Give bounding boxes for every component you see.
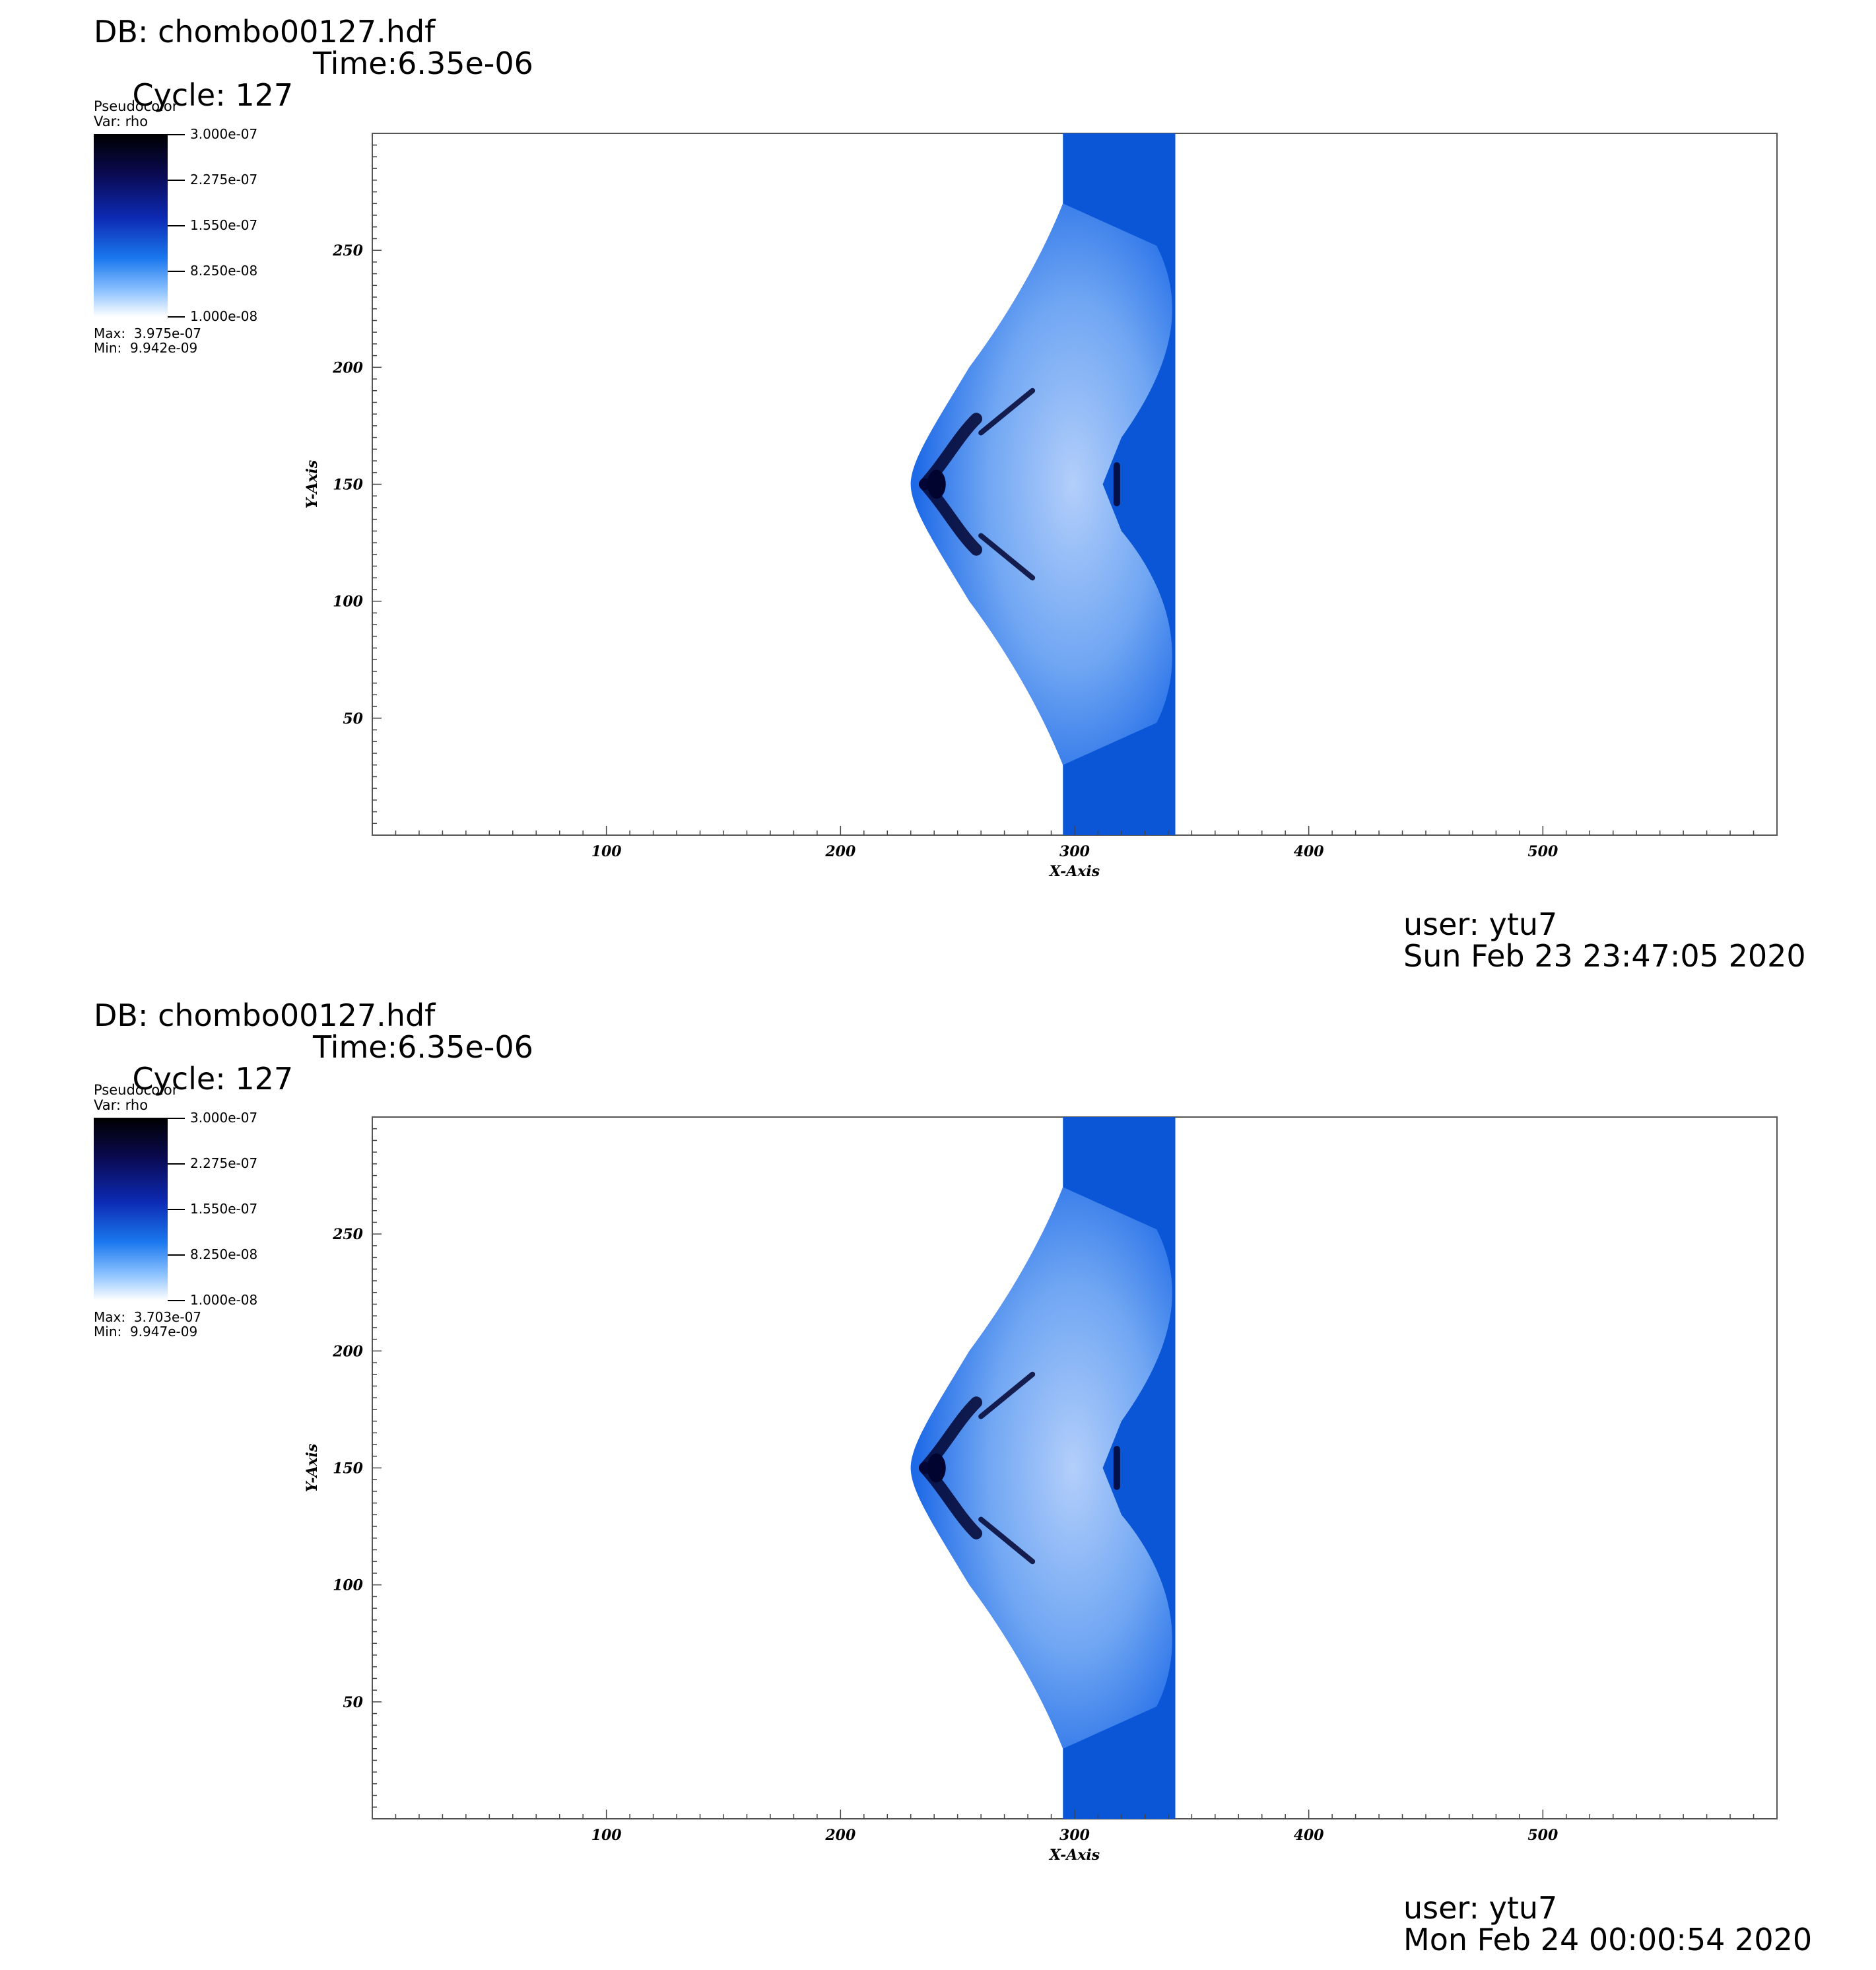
colorbar-tick [168, 1254, 185, 1256]
legend-variable: Var: rho [94, 114, 149, 129]
cycle-label: Cycle: 127 [132, 77, 294, 113]
plot-panel-bottom: DB: chombo00127.hdf Cycle: 127 Time:6.35… [0, 984, 1876, 1967]
dense-filament [978, 388, 1036, 436]
y-tick-label: 50 [343, 710, 363, 728]
y-tick-label: 250 [332, 1226, 364, 1243]
x-tick-label: 300 [1059, 1827, 1090, 1844]
cycle-time-line: Cycle: 127 Time:6.35e-06 [94, 48, 533, 174]
time-label: Time:6.35e-06 [313, 46, 533, 81]
y-tick-label: 200 [332, 359, 364, 376]
legend-title: Pseudocolor [94, 1082, 178, 1098]
y-tick-label: 200 [332, 1343, 364, 1360]
dense-filament [978, 1516, 1036, 1565]
dense-filament [978, 1371, 1036, 1419]
colorbar-tick [168, 134, 185, 135]
x-tick-label: 300 [1059, 843, 1090, 860]
colorbar-label: 8.250e-08 [190, 263, 258, 279]
x-tick-label: 100 [591, 843, 622, 860]
colorbar-tick [168, 316, 185, 318]
x-tick-label: 200 [824, 843, 856, 860]
y-tick-label: 100 [333, 594, 364, 611]
dense-core [927, 1453, 946, 1483]
date-label: Sun Feb 23 23:47:05 2020 [1403, 938, 1806, 974]
colorbar-tick [168, 1118, 185, 1119]
colorbar [94, 1118, 168, 1301]
colorbar-label: 1.550e-07 [190, 217, 258, 233]
colorbar-label: 2.275e-07 [190, 1155, 258, 1171]
y-tick-label: 100 [333, 1577, 364, 1594]
database-label: DB: chombo00127.hdf [94, 998, 436, 1033]
rarefied-core [910, 1187, 1172, 1749]
cycle-label: Cycle: 127 [132, 1061, 294, 1097]
database-label: DB: chombo00127.hdf [94, 14, 436, 50]
x-tick-label: 400 [1294, 1827, 1325, 1844]
x-axis-title: X-Axis [1048, 1847, 1100, 1864]
colorbar-tick [168, 225, 185, 226]
colorbar-label: 1.000e-08 [190, 1292, 258, 1308]
legend-min: Min: 9.947e-09 [94, 1324, 198, 1340]
x-tick-label: 400 [1294, 843, 1325, 860]
cycle-time-line: Cycle: 127 Time:6.35e-06 [94, 1031, 533, 1158]
dense-core [927, 469, 946, 499]
legend-max: Max: 3.975e-07 [94, 325, 202, 341]
y-axis-title: Y-Axis [304, 460, 321, 509]
legend-title: Pseudocolor [94, 98, 178, 114]
colorbar [94, 134, 168, 317]
x-tick-label: 500 [1527, 843, 1558, 860]
x-tick-label: 500 [1527, 1827, 1558, 1844]
legend-min: Min: 9.942e-09 [94, 340, 198, 356]
user-label: user: ytu7 [1403, 906, 1558, 942]
colorbar-tick [168, 271, 185, 272]
plot-panel-top: DB: chombo00127.hdf Cycle: 127 Time:6.35… [0, 0, 1876, 984]
heatmap-plot: 100 200 300 400 500 50 100 150 200 250 X-Axis Y-Axi… [304, 133, 1778, 880]
colorbar-tick [168, 180, 185, 181]
dense-filament [978, 533, 1036, 581]
x-tick-label: 100 [591, 1827, 622, 1844]
time-label: Time:6.35e-06 [313, 1029, 533, 1065]
colorbar-label: 1.550e-07 [190, 1201, 258, 1217]
y-tick-label: 150 [333, 477, 364, 494]
x-tick-label: 200 [824, 1827, 856, 1844]
colorbar-label: 3.000e-07 [190, 126, 258, 142]
colorbar-label: 8.250e-08 [190, 1246, 258, 1262]
y-axis-title: Y-Axis [304, 1444, 321, 1493]
colorbar-label: 1.000e-08 [190, 308, 258, 324]
colorbar-label: 2.275e-07 [190, 172, 258, 187]
colorbar-tick [168, 1300, 185, 1301]
legend-max: Max: 3.703e-07 [94, 1309, 202, 1325]
user-label: user: ytu7 [1403, 1890, 1558, 1926]
colorbar-tick [168, 1209, 185, 1210]
colorbar-tick [168, 1163, 185, 1165]
y-tick-label: 150 [333, 1460, 364, 1478]
y-tick-label: 50 [343, 1694, 363, 1711]
x-axis-title: X-Axis [1048, 863, 1100, 880]
heatmap-plot: 100 200 300 400 500 50 100 150 200 250 X-Axis Y-Axi… [304, 1116, 1778, 1864]
y-tick-label: 250 [332, 242, 364, 259]
colorbar-label: 3.000e-07 [190, 1110, 258, 1126]
rarefied-core [910, 203, 1172, 765]
legend-variable: Var: rho [94, 1097, 149, 1113]
date-label: Mon Feb 24 00:00:54 2020 [1403, 1922, 1813, 1957]
